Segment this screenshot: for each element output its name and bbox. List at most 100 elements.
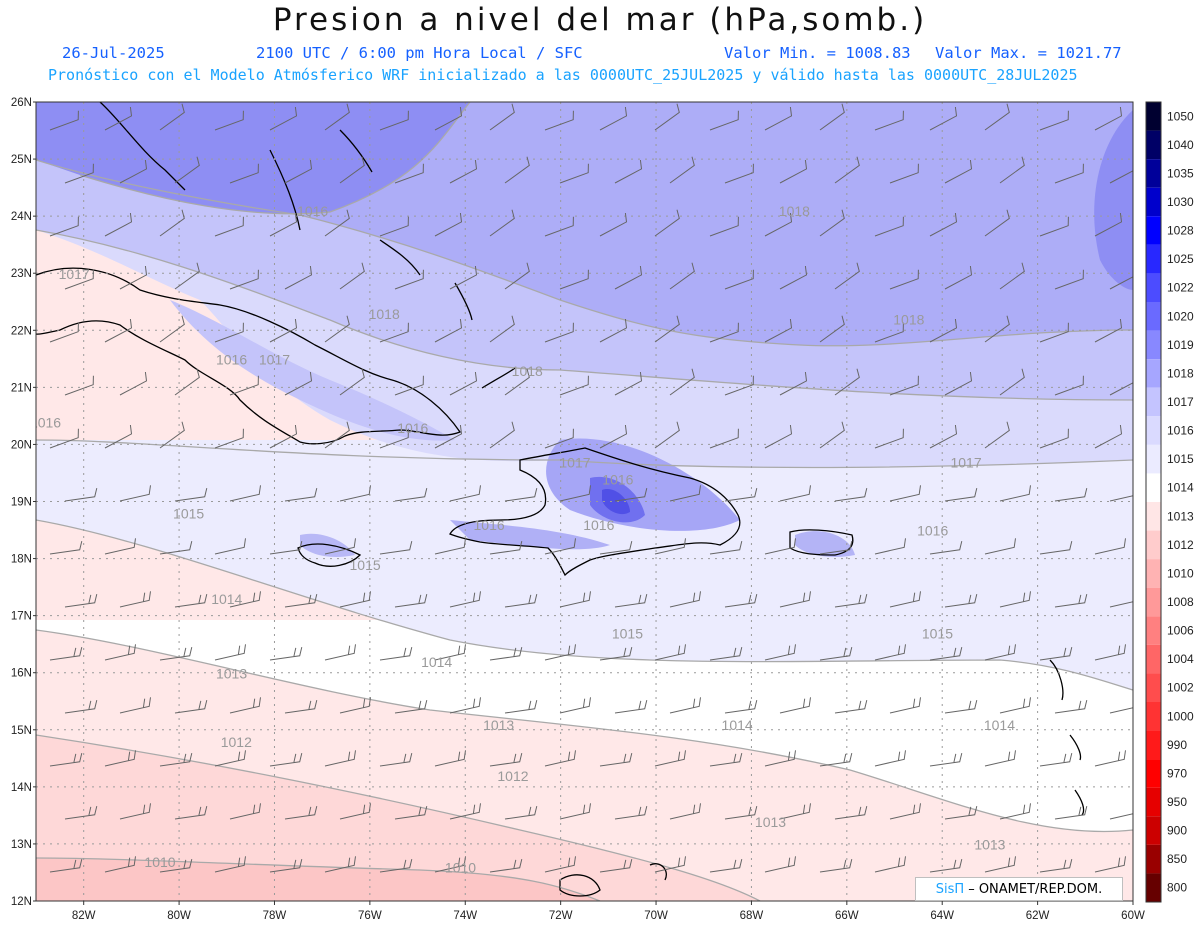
wind-barb bbox=[504, 156, 530, 184]
wind-barb bbox=[599, 106, 628, 131]
wind-barb bbox=[764, 538, 796, 555]
wind-barb bbox=[1094, 644, 1126, 661]
wind-barb bbox=[1039, 322, 1069, 343]
colorbar-label: 1013 bbox=[1167, 509, 1194, 523]
wind-barb bbox=[544, 216, 574, 237]
wind-barb bbox=[64, 163, 94, 184]
colorbar-label: 1006 bbox=[1167, 624, 1194, 638]
wind-barb bbox=[819, 103, 845, 131]
wind-barb bbox=[1054, 699, 1088, 714]
wind-barb bbox=[1109, 706, 1133, 714]
wind-barb bbox=[214, 538, 246, 555]
wind-barb bbox=[544, 110, 574, 131]
wind-barb bbox=[834, 487, 868, 502]
wind-barb bbox=[709, 428, 739, 449]
wind-barb bbox=[559, 803, 591, 820]
wind-barb bbox=[1054, 487, 1088, 502]
wind-barb bbox=[339, 697, 371, 714]
lat-tick-label: 18N bbox=[11, 554, 32, 566]
wind-barb bbox=[449, 803, 481, 820]
wind-barb bbox=[544, 856, 576, 873]
wind-barb bbox=[724, 163, 754, 184]
wind-barb bbox=[779, 803, 811, 820]
wind-barb bbox=[944, 593, 978, 608]
wind-barb bbox=[599, 858, 633, 873]
grid-lines bbox=[36, 102, 1133, 901]
wind-barb bbox=[449, 591, 481, 608]
wind-barb bbox=[819, 209, 845, 237]
wind-barb bbox=[654, 856, 686, 873]
wind-barb bbox=[929, 858, 963, 873]
colorbar-label: 800 bbox=[1167, 881, 1187, 895]
wind-barb bbox=[104, 212, 133, 237]
wind-barb bbox=[999, 803, 1031, 820]
isobar-label: 1012 bbox=[497, 768, 528, 784]
band-1017-cuba bbox=[170, 300, 455, 441]
lon-tick-label: 80W bbox=[167, 910, 191, 922]
forecast-info: Pronóstico con el Modelo Atmósferico WRF… bbox=[48, 66, 1078, 84]
colorbar-swatch bbox=[1146, 587, 1161, 617]
lon-tick-label: 76W bbox=[358, 910, 382, 922]
wind-barb bbox=[544, 644, 576, 661]
wind-barb bbox=[1039, 540, 1073, 555]
wind-barb bbox=[599, 646, 633, 661]
isobar-label: 1017 bbox=[259, 352, 290, 368]
wind-barb bbox=[669, 803, 701, 820]
colorbar-label: 990 bbox=[1167, 738, 1187, 752]
colorbar-label: 1012 bbox=[1167, 538, 1194, 552]
wind-barb bbox=[1094, 424, 1123, 449]
lat-tick-label: 26N bbox=[11, 97, 32, 109]
wind-barb bbox=[284, 593, 318, 608]
wind-barb bbox=[64, 375, 94, 396]
wind-barb bbox=[614, 487, 648, 502]
wind-barb bbox=[379, 540, 413, 555]
wind-barb bbox=[104, 538, 136, 555]
colorbar-swatch bbox=[1146, 816, 1161, 845]
wind-barb bbox=[284, 265, 313, 290]
wind-barb bbox=[1094, 212, 1123, 237]
colorbar-label: 1008 bbox=[1167, 595, 1194, 609]
isobar-label: 1016 bbox=[297, 203, 328, 219]
wind-barb bbox=[214, 644, 246, 661]
colorbar-label: 900 bbox=[1167, 824, 1187, 838]
wind-barb bbox=[764, 424, 793, 449]
colorbar-label: 1025 bbox=[1167, 252, 1194, 266]
isobar-label: 1010 bbox=[445, 859, 476, 875]
wind-barb bbox=[599, 540, 633, 555]
wind-barb bbox=[119, 591, 151, 608]
wind-barb bbox=[49, 858, 83, 873]
wind-barb bbox=[614, 265, 643, 290]
wind-barb bbox=[269, 212, 298, 237]
wind-barb bbox=[504, 262, 530, 290]
wind-barb bbox=[434, 212, 463, 237]
band-1021 bbox=[602, 489, 630, 515]
wind-barb bbox=[724, 487, 758, 502]
wind-barb bbox=[104, 318, 133, 343]
colorbar-swatch bbox=[1146, 787, 1161, 817]
wind-barb bbox=[489, 540, 523, 555]
colorbar-legend: 1050 1040 1035 1030 1028 1025 1022 1020 1019 1018… bbox=[1145, 101, 1194, 903]
wind-barb bbox=[434, 106, 463, 131]
colorbar-label: 1002 bbox=[1167, 681, 1194, 695]
wind-barb bbox=[544, 322, 574, 343]
colorbar-label: 1017 bbox=[1167, 395, 1194, 409]
wind-barb bbox=[889, 591, 921, 608]
wind-barb bbox=[284, 159, 313, 184]
wind-barb bbox=[889, 803, 921, 820]
colorbar-swatch bbox=[1146, 444, 1161, 474]
wind-barb bbox=[324, 750, 356, 767]
wind-barb bbox=[214, 750, 246, 767]
lon-tick-label: 72W bbox=[549, 910, 573, 922]
latitude-axis: 26N 25N 24N 23N 22N 21N 20N 19N 18N 17N 16N 15N 14N 1… bbox=[11, 97, 36, 908]
lat-tick-label: 13N bbox=[11, 839, 32, 851]
wind-barb bbox=[779, 485, 811, 502]
wind-barb bbox=[1039, 858, 1073, 873]
colorbar-swatch bbox=[1146, 102, 1161, 131]
wind-barb bbox=[379, 216, 409, 237]
map-title: Presion a nivel del mar (hPa,somb.) bbox=[272, 2, 928, 38]
wind-barb bbox=[49, 646, 83, 661]
isobar-label: 1018 bbox=[779, 203, 810, 219]
wind-barb bbox=[269, 858, 303, 873]
wind-barb bbox=[889, 269, 919, 290]
wind-barb bbox=[654, 750, 686, 767]
